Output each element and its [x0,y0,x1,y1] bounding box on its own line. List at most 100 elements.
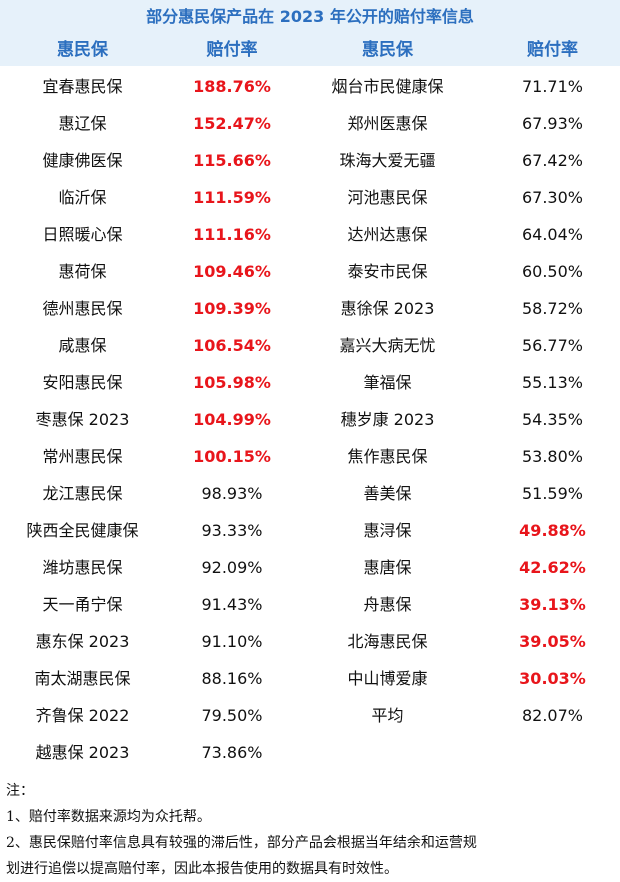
product-name: 嘉兴大病无忧 [339,336,436,355]
table-row: 安阳惠民保 105.98% 筆福保 55.13% [0,364,620,401]
table-row: 宜春惠民保 188.76% 烟台市民健康保 71.71% [0,68,620,105]
table-row: 健康佛医保 115.66% 珠海大爱无疆 67.42% [0,142,620,179]
product-name: 善美保 [363,484,412,503]
payout-rate: 49.88% [519,521,586,540]
product-name: 南太湖惠民保 [34,669,131,688]
note-2: 2、惠民保赔付率信息具有较强的滞后性，部分产品会根据当年结余和运营规 [6,835,477,851]
table-row: 陕西全民健康保 93.33% 惠浔保 49.88% [0,512,620,549]
payout-rate: 98.93% [201,484,263,503]
payout-rate: 106.54% [193,336,271,355]
rates-table: 宜春惠民保 188.76% 烟台市民健康保 71.71% 惠辽保 152.47% 郑州医惠保… [0,68,620,771]
product-name: 达州达惠保 [347,225,428,244]
payout-rate: 115.66% [193,151,271,170]
payout-rate: 30.03% [519,669,586,688]
product-name: 惠荷保 [58,262,107,281]
product-name: 惠辽保 [58,114,107,133]
payout-rate: 88.16% [201,669,263,688]
payout-rate: 188.76% [193,77,271,96]
table-row: 惠辽保 152.47% 郑州医惠保 67.93% [0,105,620,142]
payout-rate: 111.59% [193,188,271,207]
payout-rate: 92.09% [201,558,263,577]
product-name: 舟惠保 [363,595,412,614]
table-row: 惠东保 2023 91.10% 北海惠民保 39.05% [0,623,620,660]
payout-rate: 109.39% [193,299,271,318]
product-name: 日照暖心保 [42,225,123,244]
table-row: 常州惠民保 100.15% 焦作惠民保 53.80% [0,438,620,475]
payout-rate: 111.16% [193,225,271,244]
product-name: 惠浔保 [363,521,412,540]
product-name: 咸惠保 [58,336,107,355]
product-name: 筆福保 [363,373,412,392]
payout-rate: 67.93% [521,114,583,133]
table-row: 天一甬宁保 91.43% 舟惠保 39.13% [0,586,620,623]
payout-rate: 71.71% [521,77,583,96]
product-name: 陕西全民健康保 [26,521,139,540]
payout-rate: 82.07% [521,706,583,725]
product-name: 惠徐保 2023 [340,299,435,318]
payout-rate: 64.04% [521,225,583,244]
table-row: 龙江惠民保 98.93% 善美保 51.59% [0,475,620,512]
header-rate-right: 赔付率 [527,40,578,60]
payout-rate: 56.77% [521,336,583,355]
payout-rate: 91.43% [201,595,263,614]
product-name: 烟台市民健康保 [331,77,444,96]
product-name: 泰安市民保 [347,262,428,281]
product-name: 郑州医惠保 [347,114,428,133]
table-row: 齐鲁保 2022 79.50% 平均 82.07% [0,697,620,734]
payout-rate: 152.47% [193,114,271,133]
product-name: 中山博爱康 [347,669,428,688]
product-name: 焦作惠民保 [347,447,428,466]
header-product-left: 惠民保 [57,40,108,60]
product-name: 河池惠民保 [347,188,428,207]
payout-rate: 109.46% [193,262,271,281]
payout-rate: 73.86% [201,743,263,762]
table-row: 咸惠保 106.54% 嘉兴大病无忧 56.77% [0,327,620,364]
product-name: 安阳惠民保 [42,373,123,392]
product-name: 天一甬宁保 [42,595,123,614]
notes-heading: 注： [6,783,34,799]
product-name: 常州惠民保 [42,447,123,466]
header-rate-left: 赔付率 [206,40,258,60]
product-name: 北海惠民保 [347,632,428,651]
payout-rate: 60.50% [521,262,583,281]
product-name: 潍坊惠民保 [42,558,123,577]
table-row: 临沂保 111.59% 河池惠民保 67.30% [0,179,620,216]
payout-rate: 51.59% [521,484,583,503]
payout-rate: 67.42% [521,151,583,170]
payout-rate: 91.10% [201,632,263,651]
product-name: 惠唐保 [363,558,412,577]
product-name: 宜春惠民保 [42,77,123,96]
product-name: 穗岁康 2023 [340,410,435,429]
table-row: 越惠保 2023 73.86% [0,734,620,771]
table-row: 日照暖心保 111.16% 达州达惠保 64.04% [0,216,620,253]
payout-rate: 100.15% [193,447,271,466]
table-row: 南太湖惠民保 88.16% 中山博爱康 30.03% [0,660,620,697]
payout-rate: 104.99% [193,410,271,429]
payout-rate: 39.05% [519,632,586,651]
product-name: 龙江惠民保 [42,484,123,503]
product-name: 越惠保 2023 [35,743,130,762]
header-product-right: 惠民保 [362,40,413,60]
product-name: 惠东保 2023 [35,632,130,651]
table-row: 惠荷保 109.46% 泰安市民保 60.50% [0,253,620,290]
table-row: 潍坊惠民保 92.09% 惠唐保 42.62% [0,549,620,586]
payout-rate: 54.35% [521,410,583,429]
table-row: 枣惠保 2023 104.99% 穗岁康 2023 54.35% [0,401,620,438]
product-name: 德州惠民保 [42,299,123,318]
note-2-continued: 划进行追偿以提高赔付率，因此本报告使用的数据具有时效性。 [6,861,398,877]
table-title: 部分惠民保产品在 2023 年公开的赔付率信息 [0,0,620,34]
payout-rate: 79.50% [201,706,263,725]
product-name: 枣惠保 2023 [35,410,130,429]
payout-rate: 58.72% [521,299,583,318]
table-row: 德州惠民保 109.39% 惠徐保 2023 58.72% [0,290,620,327]
payout-rate: 39.13% [519,595,586,614]
product-name: 健康佛医保 [42,151,123,170]
notes: 注： 1、赔付率数据来源均为众托帮。 2、惠民保赔付率信息具有较强的滞后性，部分… [6,778,618,882]
payout-rate: 93.33% [201,521,263,540]
payout-rate: 42.62% [519,558,586,577]
product-name: 齐鲁保 2022 [35,706,130,725]
product-name: 临沂保 [58,188,107,207]
product-name: 平均 [371,706,404,725]
payout-rate: 53.80% [521,447,583,466]
payout-rate: 55.13% [521,373,583,392]
